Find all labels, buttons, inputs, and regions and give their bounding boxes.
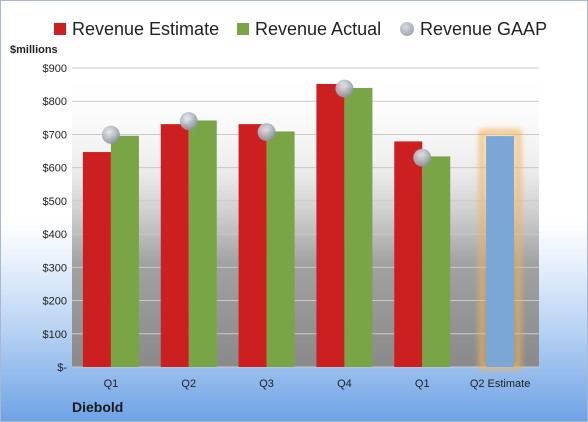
x-axis-ticks: Q1 Q2 Q3 Q4 Q1 Q2 Estimate — [104, 378, 531, 390]
y-tick-label: $600 — [43, 163, 67, 175]
bar-revenue-actual — [266, 131, 295, 367]
bar-revenue-estimate — [160, 124, 189, 367]
marker-revenue-gaap — [413, 148, 432, 167]
gridlines — [72, 67, 539, 368]
x-tick-label: Q1 — [104, 378, 119, 390]
bar-revenue-forecast — [486, 136, 515, 367]
legend-label-gaap: Revenue GAAP — [420, 18, 548, 39]
y-tick-label: $800 — [43, 96, 67, 108]
bars — [82, 83, 522, 370]
marker-revenue-gaap — [335, 79, 354, 98]
bar-revenue-actual — [344, 87, 373, 367]
y-tick-label: $500 — [43, 196, 67, 208]
legend-label-estimate: Revenue Estimate — [72, 18, 220, 39]
y-tick-label: $700 — [43, 129, 67, 141]
x-tick-label: Q4 — [337, 378, 352, 390]
x-tick-label: Q2 — [181, 378, 196, 390]
y-tick-label: $100 — [43, 329, 67, 341]
legend-label-actual: Revenue Actual — [255, 18, 382, 39]
marker-revenue-gaap — [179, 112, 198, 131]
gaap-markers — [101, 79, 432, 167]
marker-revenue-gaap — [101, 125, 120, 144]
bar-revenue-estimate — [316, 83, 345, 368]
bar-revenue-actual — [188, 120, 217, 367]
bar-revenue-estimate — [394, 141, 423, 367]
bar-revenue-actual — [110, 135, 139, 367]
bar-revenue-estimate — [238, 124, 267, 367]
y-axis-ticks: $- $100 $200 $300 $400 $500 $600 $700 $800 $900 — [43, 63, 68, 374]
legend-item-actual: Revenue Actual — [237, 17, 381, 41]
legend-item-gaap: Revenue GAAP — [400, 17, 547, 41]
company-name: Diebold — [72, 399, 124, 415]
legend-swatch-estimate — [54, 23, 66, 35]
y-tick-label: $400 — [43, 229, 67, 241]
x-tick-label: Q1 — [415, 378, 430, 390]
bar-revenue-actual — [422, 156, 451, 367]
legend-swatch-actual — [237, 23, 249, 35]
x-tick-label: Q3 — [259, 378, 274, 390]
legend: Revenue Estimate Revenue Actual Revenue … — [0, 17, 588, 41]
marker-revenue-gaap — [257, 123, 276, 142]
plot-area — [72, 68, 539, 367]
y-tick-label: $300 — [43, 262, 67, 274]
bar-revenue-estimate — [82, 152, 111, 367]
y-tick-label: $900 — [43, 63, 67, 75]
legend-marker-gaap — [400, 22, 414, 36]
y-axis-unit-label: $millions — [10, 44, 58, 56]
x-tick-label: Q2 Estimate — [470, 378, 531, 390]
y-tick-label: $- — [57, 362, 67, 374]
y-tick-label: $200 — [43, 296, 67, 308]
legend-item-estimate: Revenue Estimate — [54, 17, 219, 41]
